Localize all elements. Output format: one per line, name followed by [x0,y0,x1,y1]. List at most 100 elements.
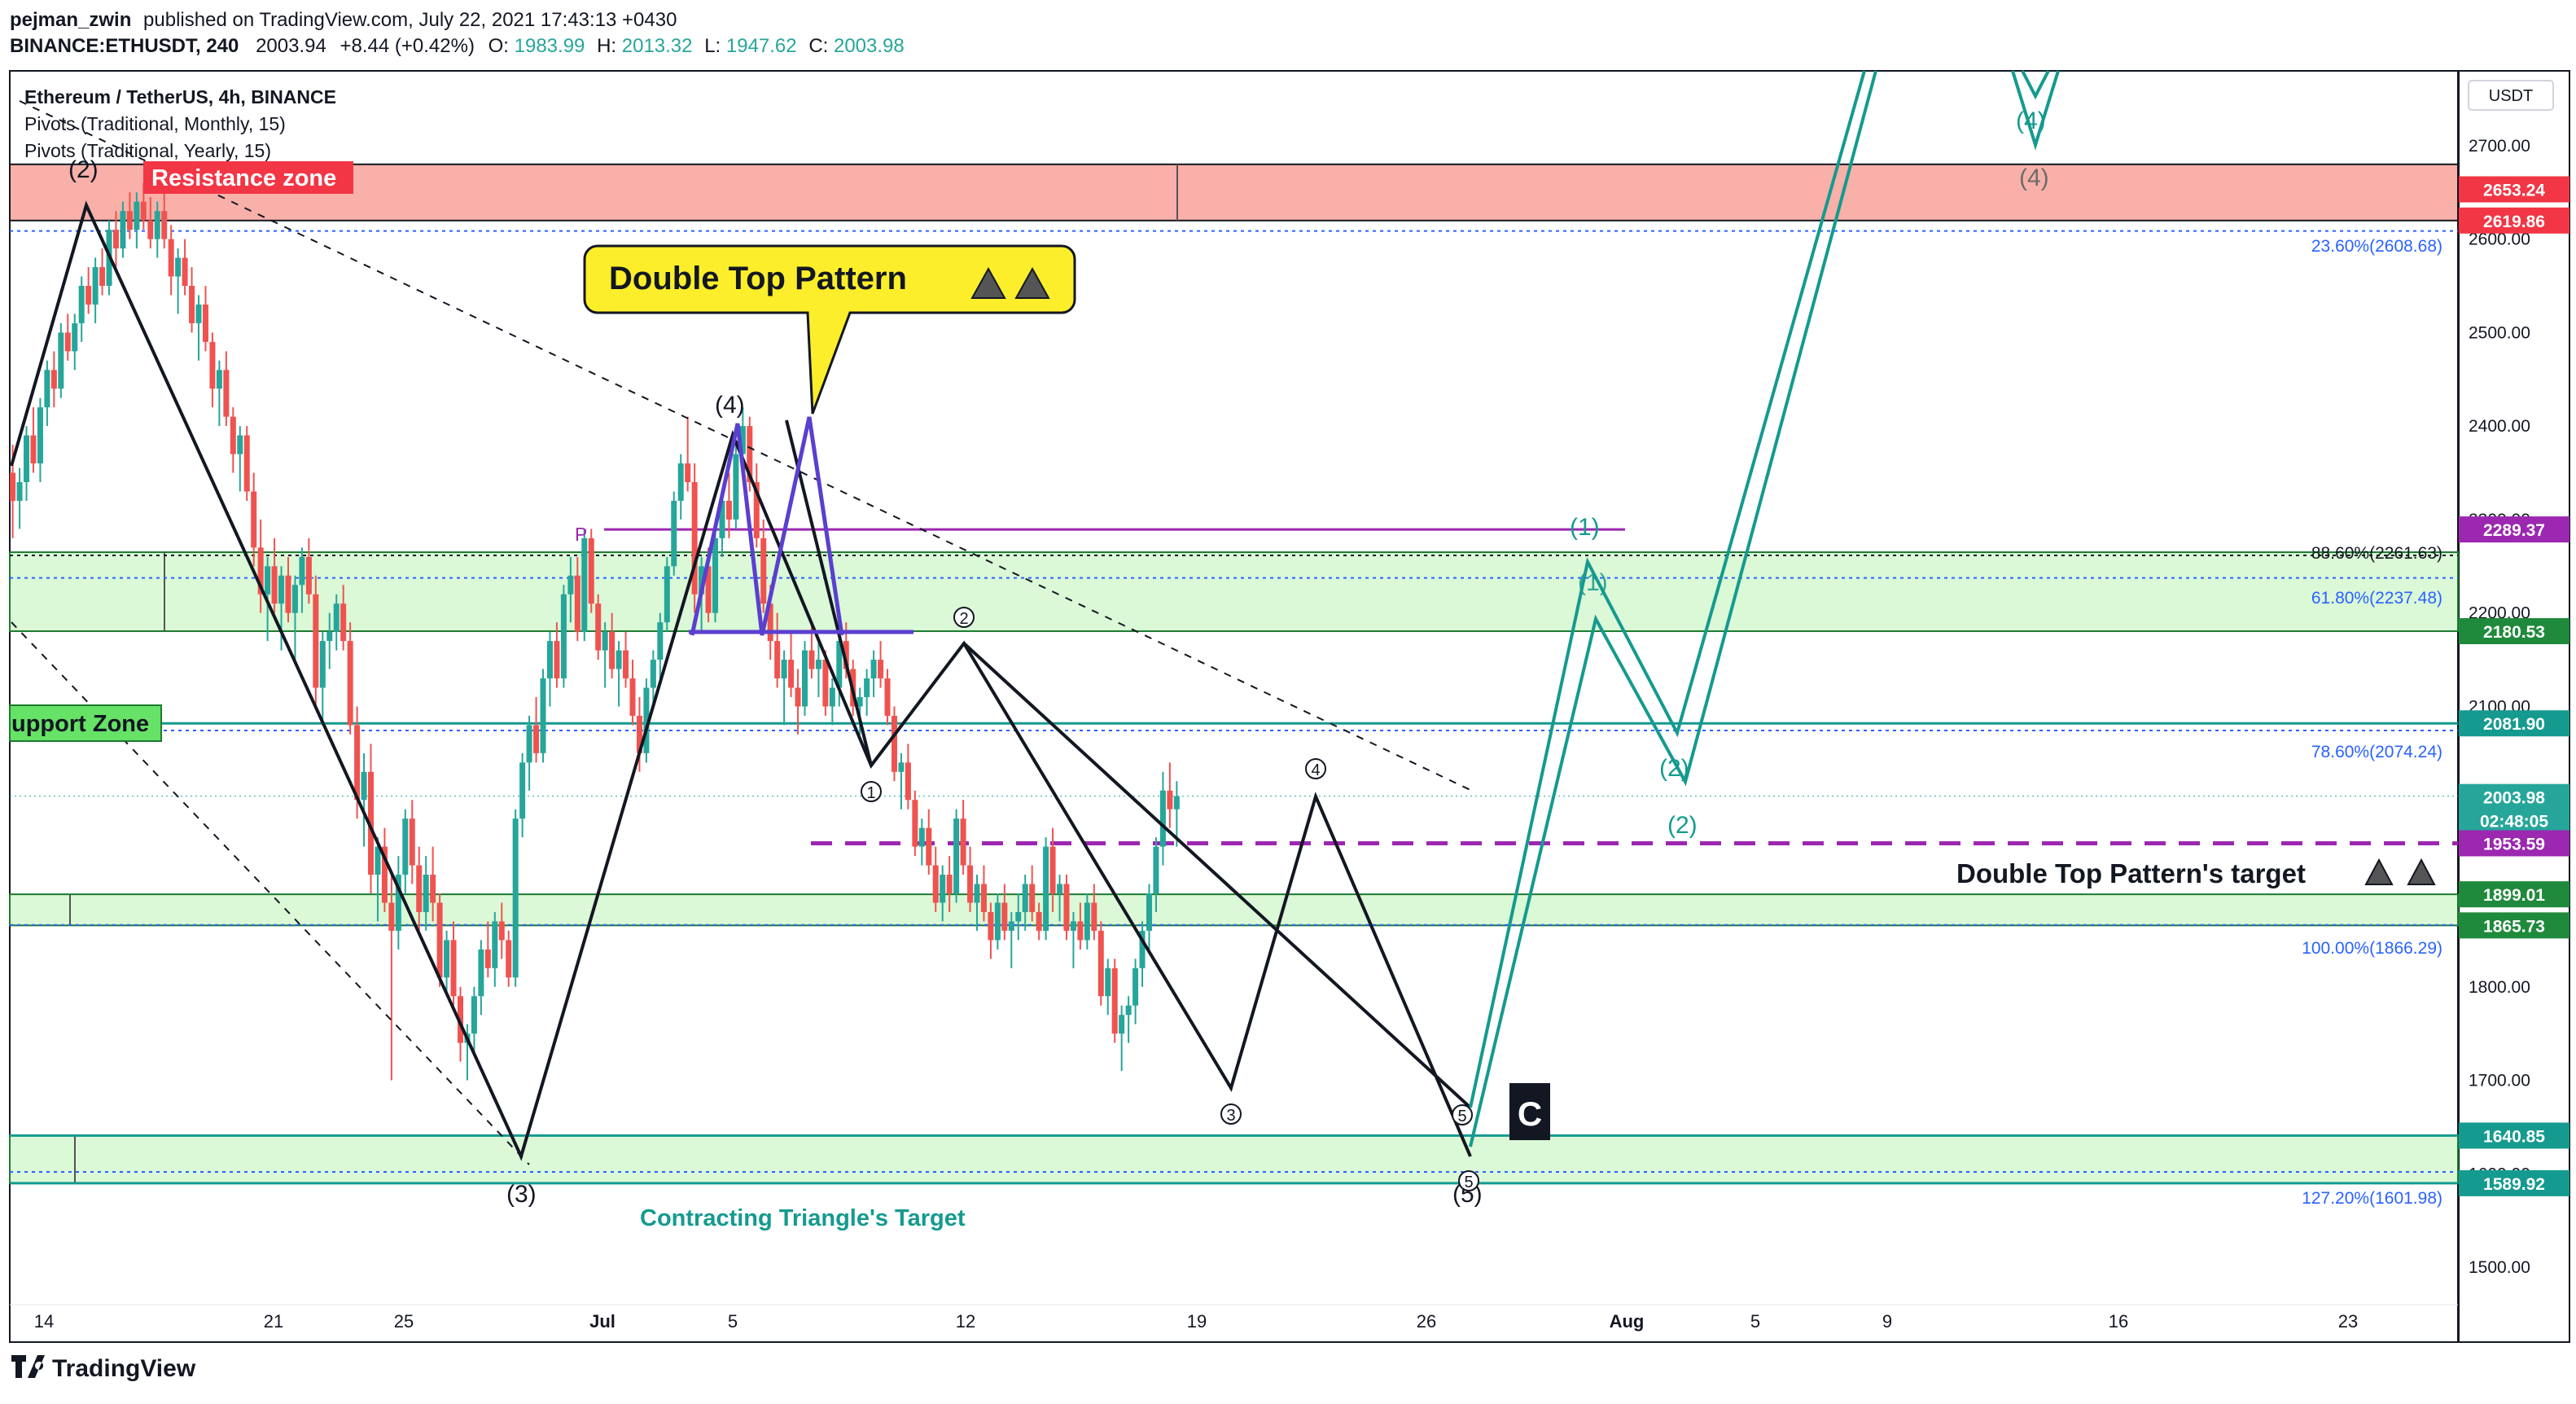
candle-body [216,370,222,389]
fib-236-label: 23.60%(2608.68) [2311,237,2442,256]
candle-body [498,921,505,941]
low-label: L: [704,35,721,57]
price-tag-label: 1640.85 [2483,1127,2545,1146]
candle-body [175,257,182,277]
wave-1-leg [785,419,873,766]
candle-body [829,687,835,707]
double-top-callout[interactable] [583,244,1076,415]
candle-body [299,556,305,586]
candle-body [50,370,57,389]
price-tag-label: 1589.92 [2483,1175,2545,1194]
candle-body [1084,902,1090,941]
price-tag-box [2459,1169,2569,1196]
candle-body [574,575,580,632]
header-line-2: BINANCE:ETHUSDT, 240 2003.94 +8.44 (+0.4… [10,35,905,57]
candle-body [1139,930,1146,968]
legend-title[interactable]: Ethereum / TetherUS, 4h, BINANCE [24,86,336,107]
candle-body [856,696,863,707]
y-tick-label: 2600.00 [2469,230,2530,249]
currency-box[interactable] [2468,80,2554,111]
subwave-4-circle [1305,758,1326,779]
x-tick-label: 25 [394,1311,414,1332]
candle-body [1049,846,1056,893]
x-tick-label: 23 [2338,1311,2358,1332]
candle-body [636,715,642,753]
legend-pivots-monthly[interactable]: Pivots (Traditional, Monthly, 15) [24,113,286,134]
subwave-2-circle [953,607,975,628]
wave-2-label: (2) [68,156,99,183]
price-tag-box [2459,710,2569,737]
candle-body [671,500,677,567]
candle-body [808,650,815,669]
y-tick-label: 2200.00 [2469,604,2530,623]
candle-body [430,875,436,903]
support-zone-label: upport Zone [11,711,149,737]
candle-body [878,660,884,679]
price-tag-box [2459,207,2569,234]
candle-body [326,631,333,642]
candle-body [526,725,532,763]
candle-body [265,566,271,595]
candle-body [257,547,264,595]
candle-body [1001,902,1008,931]
candle-body [1091,902,1097,931]
candle-body [788,660,795,688]
candle-body [898,762,905,772]
subwave-4-marker: 4 [1305,758,1326,779]
triangle-target-label: Contracting Triangle's Target [640,1205,966,1231]
publisher-name[interactable]: pejman_zwin [10,9,131,31]
tradingview-logo[interactable]: TradingView [11,1355,196,1382]
candle-body [1167,790,1173,809]
fib-618-label: 61.80%(2237.48) [2311,589,2442,608]
projection-top-b [2011,70,2060,151]
wave-c-badge[interactable] [1509,1083,1550,1140]
plot-area[interactable] [9,70,2459,1343]
candle-body [361,771,367,801]
candle-body [554,641,560,679]
support-zone-badge[interactable] [9,704,162,742]
subwave-5b-label: 5 [1464,1174,1473,1191]
candle-body [458,996,463,1043]
candle-body [478,949,484,997]
y-tick-label: 1800.00 [2469,978,2530,997]
zone-resistance [9,163,2459,222]
price-tag-label: 1865.73 [2483,917,2545,936]
candle-body [319,641,326,688]
candle-body [423,875,429,912]
wave-3-label: (3) [506,1181,537,1208]
candle-body [347,641,353,726]
candle-body [815,660,821,669]
candle-body [140,201,147,221]
price-tag-label: 2289.37 [2483,521,2545,540]
candle-body [340,603,347,642]
candle-body [677,463,684,501]
candle-body [918,827,925,847]
candle-body [699,566,705,595]
candle-body [891,715,897,772]
subwave-4-label: 4 [1311,761,1320,779]
y-tick-label: 1700.00 [2469,1072,2530,1090]
subwave-5-marker: 5 [1452,1104,1473,1125]
candle-body [409,818,415,866]
mountain-icon [970,266,1050,299]
x-tick-label: 21 [264,1311,283,1332]
candle-body [650,660,656,688]
subwave-2-marker: 2 [953,607,975,628]
candle-body [1029,884,1036,912]
candle-body [92,267,99,305]
drawings-layer [10,70,2060,1165]
candle-body [781,660,787,679]
candle-body [836,641,843,688]
legend-pivots-yearly[interactable]: Pivots (Traditional, Yearly, 15) [24,140,271,161]
candle-body [1111,967,1118,1034]
candle-body [1036,911,1042,931]
price-tag-box [2459,830,2569,857]
zones-layer [9,163,2459,1184]
candle-body [512,818,519,978]
resistance-zone-badge[interactable] [143,161,353,194]
candle-body [588,537,594,604]
candle-body [237,435,243,454]
candle-body [946,875,953,893]
candle-body [354,725,361,801]
candle-body [884,678,891,716]
